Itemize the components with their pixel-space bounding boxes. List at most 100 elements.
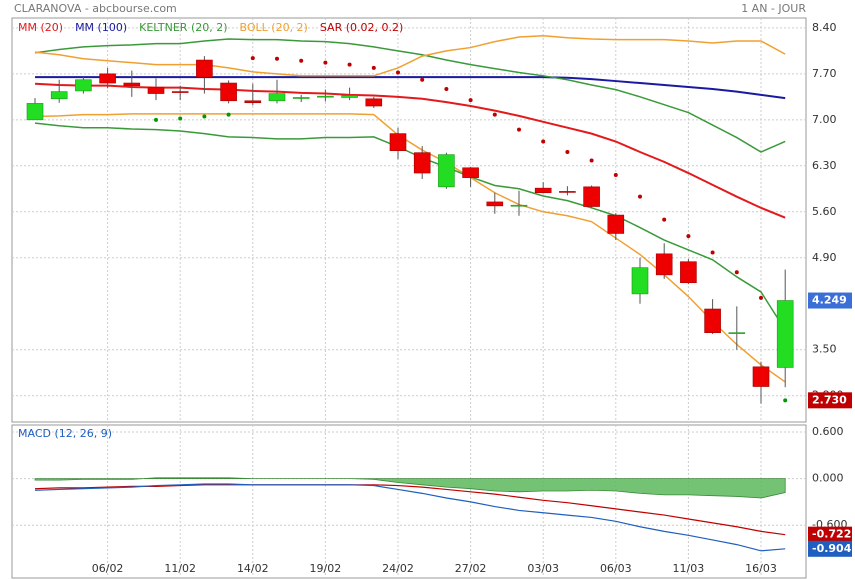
candle-body [268,93,286,102]
y-tick-label: 7.70 [812,67,837,80]
sar-dot [589,158,594,163]
candle-body [389,133,407,151]
sar-dot [226,112,231,117]
x-tick-label: 06/02 [92,562,124,575]
candle-body [583,186,600,207]
candle-body [196,59,213,78]
sar-dot [250,56,255,61]
sar-dot [710,250,715,255]
candle-body [75,79,92,92]
x-tick-label: 16/03 [745,562,777,575]
sar-dot [178,116,183,121]
candle-body [317,95,334,98]
undefined [34,122,786,331]
value-label: 4.249 [812,294,847,307]
candle-body [413,152,431,174]
line [35,76,786,100]
sar-dot [517,127,521,132]
y-tick-label: 4.90 [812,251,837,264]
candle-body [486,201,504,207]
sar-dot [541,139,546,144]
candle-body [752,366,770,387]
sar-dot [154,117,158,122]
candle-body [244,100,262,104]
y-tick-label: 0.600 [812,425,844,438]
x-tick-label: 06/03 [600,562,632,575]
x-tick-label: 03/03 [527,562,559,575]
sar-dot [323,60,328,65]
candle-body [510,204,528,207]
x-tick-label: 24/02 [382,562,414,575]
undefined [34,38,786,153]
histogram-area [34,477,786,499]
candle-body [171,91,189,93]
sar-dot [686,234,691,239]
candle-body [631,267,649,295]
sar-dot [638,194,642,199]
sar-dot [396,70,400,75]
legend-entry: MACD (12, 26, 9) [18,427,112,440]
candle-body [655,253,673,276]
legend-entry: KELTNER (20, 2) [139,21,227,34]
sar-dot [734,270,739,275]
y-tick-label: 7.00 [812,113,837,126]
value-box [808,292,852,309]
sar-dot [347,62,352,67]
sar-dot [468,98,473,103]
sar-dot [299,58,304,63]
y-tick-label: 0.000 [812,472,844,485]
sar-dot [420,77,425,82]
value-box [808,540,852,557]
candle-body [341,95,358,98]
x-tick-label: 27/02 [455,562,487,575]
sar-dot [783,398,788,403]
chart-title: CLARANOVA - abcbourse.com [14,2,177,15]
value-box [808,392,852,409]
candle-body [462,167,479,178]
value-label: -0.904 [812,542,852,555]
y-tick-label: 3.50 [812,343,837,356]
sar-dot [565,150,570,155]
candle-body [147,87,165,94]
price-panel [11,17,807,423]
value-label: 2.730 [812,393,847,406]
undefined [34,34,786,77]
y-tick-label: 6.30 [812,159,837,172]
legend-entry: SAR (0.02, 0.2) [320,21,403,34]
candle-body [26,103,44,121]
macd-line [34,483,786,552]
sar-dot [613,173,618,178]
candle-body [607,214,625,234]
legend-entry: MM (20) [18,21,63,34]
sar-dot [444,86,449,91]
sar-dot [662,217,667,222]
candle-body [680,261,697,284]
candle-body [292,97,310,99]
sar-dot [371,65,376,70]
period: 1 AN - JOUR [741,2,806,15]
y-tick-label: 5.60 [812,205,837,218]
candle-body [50,91,68,100]
candle-body [123,82,141,86]
x-tick-label: 19/02 [310,562,342,575]
sar-dot [492,112,497,117]
candle-body [728,332,746,334]
x-tick-label: 14/02 [237,562,269,575]
candle-body [365,98,383,107]
sar-dot [202,114,207,119]
x-tick-label: 11/03 [673,562,705,575]
value-label: -0.722 [812,528,851,541]
sar-dot [759,295,763,300]
candle-body [99,73,116,84]
value-box [808,526,852,543]
y-tick-label: 8.40 [812,21,837,34]
candle-body [704,308,721,333]
candle-body [220,82,237,102]
x-tick-label: 11/02 [164,562,196,575]
signal-line [34,484,786,536]
candle-body [534,187,552,194]
legend-entry: MM (100) [75,21,127,34]
macd-panel [11,424,807,579]
candle-body [776,300,794,368]
